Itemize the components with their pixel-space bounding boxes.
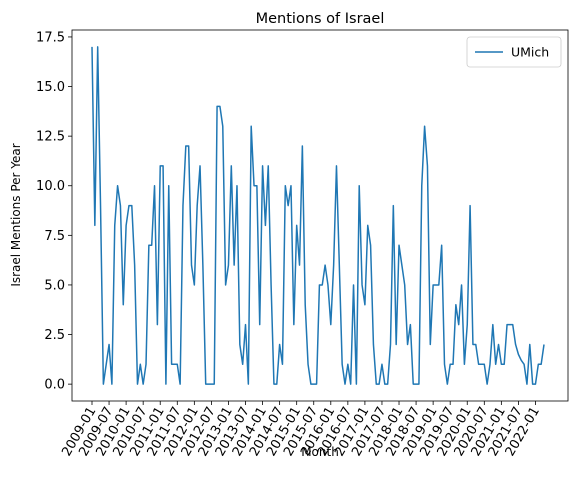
y-tick-label: 10.0: [36, 179, 65, 194]
y-tick-label: 17.5: [36, 30, 65, 45]
y-axis-label: Israel Mentions Per Year: [9, 143, 23, 286]
y-tick-label: 12.5: [36, 130, 65, 145]
plot-frame: [71, 29, 569, 402]
x-axis-label: Month: [301, 445, 339, 459]
y-tick-label: 15.0: [36, 80, 65, 95]
legend-box: [466, 36, 562, 68]
legend: UMich: [466, 36, 562, 68]
series-layer: [91, 46, 545, 385]
y-tick-label: 0.0: [44, 378, 65, 393]
y-tick-label: 5.0: [44, 278, 65, 293]
y-tick-label: 7.5: [44, 229, 65, 244]
chart-title: Mentions of Israel: [256, 11, 385, 27]
y-tick-label: 2.5: [44, 328, 65, 343]
x-axis: 2009-012009-072010-012010-072011-012011-…: [59, 401, 543, 459]
legend-label: UMich: [511, 45, 549, 60]
series-line-umich: [91, 46, 545, 385]
y-axis: 0.0 2.5 5.0 7.5 10.0 12.5 15.0 17.5: [36, 30, 72, 393]
